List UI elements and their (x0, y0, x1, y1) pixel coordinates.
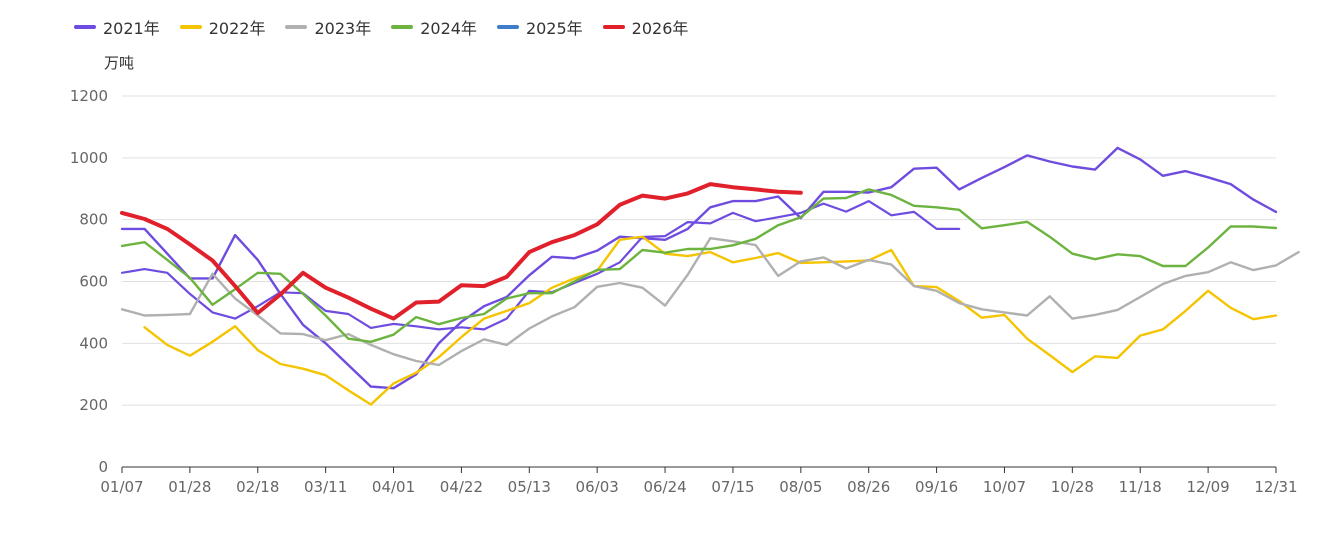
x-tick-label: 01/07 (100, 478, 143, 496)
y-tick-label: 200 (79, 396, 108, 414)
legend-label: 2021年 (103, 19, 160, 38)
x-tick-label: 07/15 (711, 478, 754, 496)
x-tick-label: 08/05 (779, 478, 822, 496)
x-tick-label: 01/28 (168, 478, 211, 496)
series-line-2026年 (120, 182, 803, 321)
x-tick-label: 04/22 (440, 478, 483, 496)
y-tick-label: 1000 (70, 149, 108, 167)
chart-legend: 2021年 2022年 2023年 2024年 2025年 2026年 (74, 16, 688, 38)
legend-item-2025年[interactable]: 2025年 (496, 15, 583, 39)
y-tick-label: 600 (79, 273, 108, 291)
series-line-2021年 (120, 146, 1278, 390)
legend-label: 2026年 (631, 19, 689, 38)
series-line-2023年 (120, 237, 1300, 367)
x-tick-label: 11/18 (1119, 478, 1162, 496)
x-tick-label: 10/28 (1051, 478, 1094, 496)
legend-swatch (602, 25, 625, 29)
legend-item-2023年[interactable]: 2023年 (285, 15, 371, 39)
legend-item-2026年[interactable]: 2026年 (602, 15, 689, 39)
legend-swatch (496, 25, 519, 29)
y-axis-unit-label: 万吨 (104, 54, 135, 72)
x-tick-label: 04/01 (372, 478, 415, 496)
legend-swatch (179, 25, 202, 29)
y-tick-label: 1200 (70, 87, 108, 105)
x-tick-label: 03/11 (304, 478, 347, 496)
series-line-2021年-b (120, 200, 961, 331)
y-tick-label: 0 (98, 458, 108, 476)
legend-swatch (391, 25, 414, 29)
x-tick-label: 10/07 (983, 478, 1026, 496)
legend-label: 2022年 (208, 19, 266, 38)
x-tick-label: 09/16 (915, 478, 958, 496)
legend-item-2022年[interactable]: 2022年 (179, 15, 266, 39)
series-line-2024年 (120, 188, 1278, 343)
legend-label: 2023年 (314, 19, 372, 38)
x-tick-label: 02/18 (236, 478, 279, 496)
x-tick-label: 12/31 (1254, 478, 1297, 496)
x-tick-label: 08/26 (847, 478, 890, 496)
x-tick-label: 06/24 (643, 478, 686, 496)
legend-item-2024年[interactable]: 2024年 (391, 15, 477, 39)
legend-swatch (285, 25, 308, 29)
y-tick-label: 800 (79, 211, 108, 229)
legend-label: 2024年 (420, 19, 477, 38)
legend-label: 2025年 (525, 19, 583, 38)
legend-swatch (74, 25, 96, 29)
y-tick-label: 400 (79, 334, 108, 352)
x-tick-label: 12/09 (1187, 478, 1230, 496)
series-line-2022年 (143, 235, 1278, 406)
x-tick-label: 06/03 (576, 478, 619, 496)
legend-item-2021年[interactable]: 2021年 (74, 15, 160, 39)
x-tick-label: 05/13 (508, 478, 551, 496)
